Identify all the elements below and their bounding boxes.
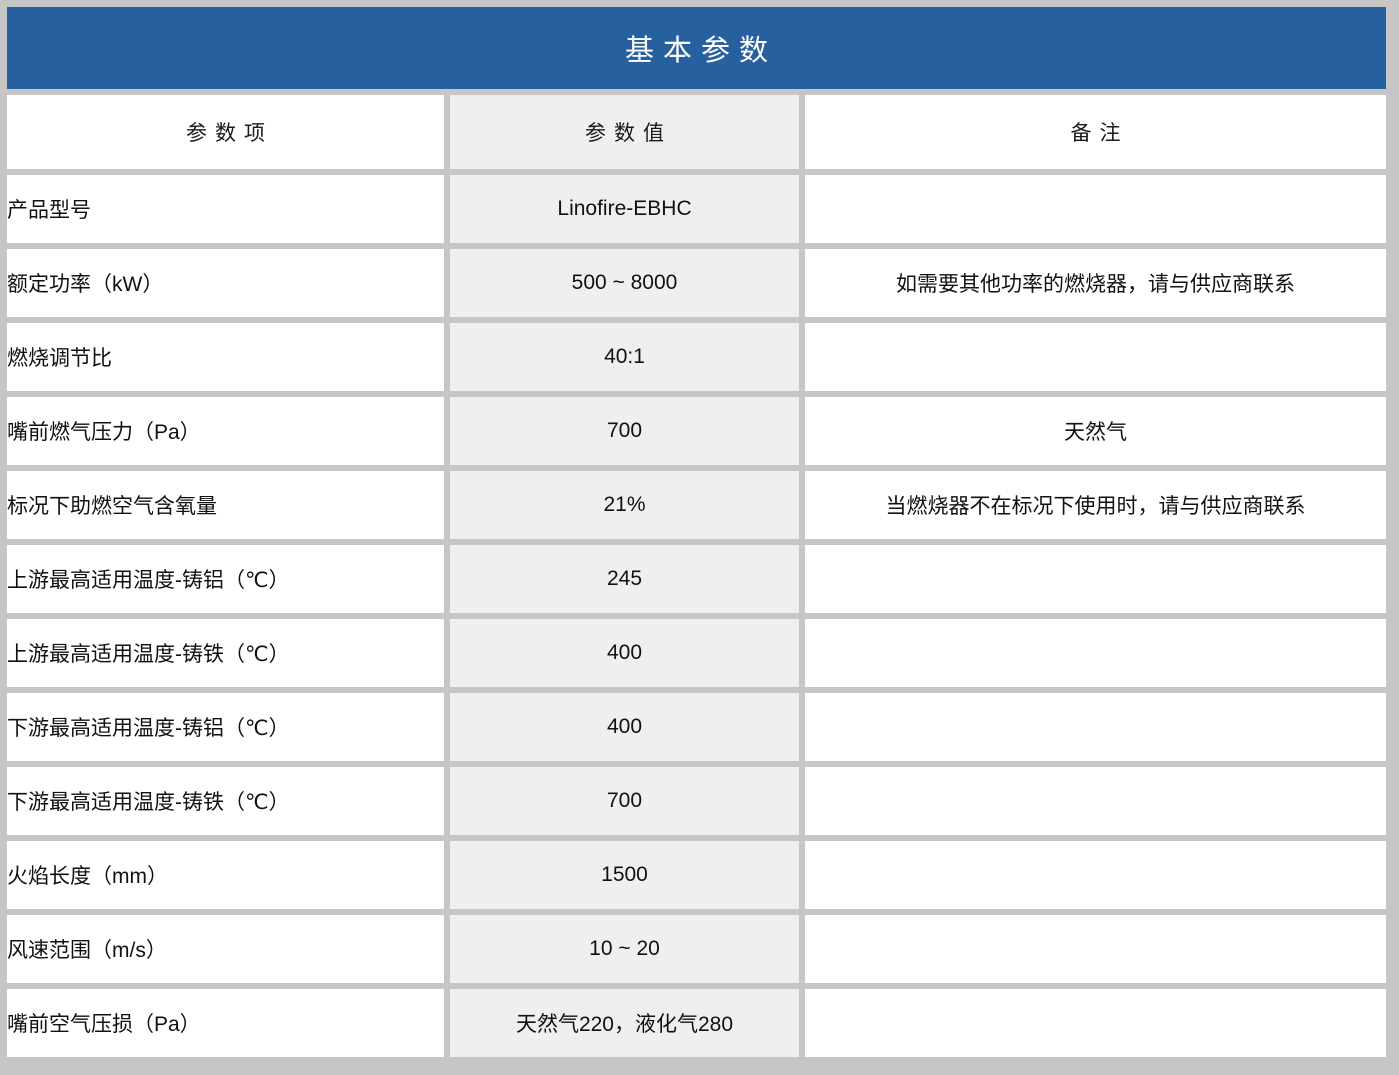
table-row: 上游最高适用温度-铸铁（℃） 400 — [7, 619, 1386, 687]
table-row: 嘴前燃气压力（Pa） 700 天然气 — [7, 397, 1386, 465]
table-row: 额定功率（kW） 500 ~ 8000 如需要其他功率的燃烧器，请与供应商联系 — [7, 249, 1386, 317]
row-item-label: 火焰长度（mm） — [7, 841, 444, 909]
column-header-value: 参数值 — [450, 95, 799, 169]
table-row: 风速范围（m/s） 10 ~ 20 — [7, 915, 1386, 983]
table-row: 产品型号 Linofire-EBHC — [7, 175, 1386, 243]
row-value: Linofire-EBHC — [450, 175, 799, 243]
row-item-label: 嘴前空气压损（Pa） — [7, 989, 444, 1057]
row-remark — [805, 989, 1386, 1057]
row-remark — [805, 175, 1386, 243]
table-row: 下游最高适用温度-铸铝（℃） 400 — [7, 693, 1386, 761]
table-row: 上游最高适用温度-铸铝（℃） 245 — [7, 545, 1386, 613]
row-value: 700 — [450, 767, 799, 835]
row-item-label: 标况下助燃空气含氧量 — [7, 471, 444, 539]
row-item-label: 嘴前燃气压力（Pa） — [7, 397, 444, 465]
row-value: 10 ~ 20 — [450, 915, 799, 983]
row-value: 21% — [450, 471, 799, 539]
row-remark — [805, 693, 1386, 761]
column-header-row: 参数项 参数值 备注 — [7, 95, 1386, 169]
row-value: 天然气220，液化气280 — [450, 989, 799, 1057]
row-item-label: 风速范围（m/s） — [7, 915, 444, 983]
row-remark: 如需要其他功率的燃烧器，请与供应商联系 — [805, 249, 1386, 317]
row-item-label: 产品型号 — [7, 175, 444, 243]
column-header-remark: 备注 — [805, 95, 1386, 169]
table-title: 基本参数 — [7, 7, 1386, 89]
row-value: 700 — [450, 397, 799, 465]
row-value: 500 ~ 8000 — [450, 249, 799, 317]
table-body: 基本参数 参数项 参数值 备注 产品型号 Linofire-EBHC 额定功率（… — [7, 7, 1386, 1057]
row-remark — [805, 545, 1386, 613]
table-row: 燃烧调节比 40:1 — [7, 323, 1386, 391]
row-remark — [805, 841, 1386, 909]
row-remark — [805, 915, 1386, 983]
title-row: 基本参数 — [7, 7, 1386, 89]
row-value: 400 — [450, 619, 799, 687]
row-item-label: 上游最高适用温度-铸铁（℃） — [7, 619, 444, 687]
column-header-item: 参数项 — [7, 95, 444, 169]
row-value: 400 — [450, 693, 799, 761]
row-value: 1500 — [450, 841, 799, 909]
table-row: 下游最高适用温度-铸铁（℃） 700 — [7, 767, 1386, 835]
table-row: 嘴前空气压损（Pa） 天然气220，液化气280 — [7, 989, 1386, 1057]
row-item-label: 额定功率（kW） — [7, 249, 444, 317]
row-remark — [805, 767, 1386, 835]
row-item-label: 燃烧调节比 — [7, 323, 444, 391]
row-remark — [805, 619, 1386, 687]
row-value: 245 — [450, 545, 799, 613]
row-value: 40:1 — [450, 323, 799, 391]
table-row: 标况下助燃空气含氧量 21% 当燃烧器不在标况下使用时，请与供应商联系 — [7, 471, 1386, 539]
table-row: 火焰长度（mm） 1500 — [7, 841, 1386, 909]
row-item-label: 上游最高适用温度-铸铝（℃） — [7, 545, 444, 613]
row-remark: 天然气 — [805, 397, 1386, 465]
row-remark: 当燃烧器不在标况下使用时，请与供应商联系 — [805, 471, 1386, 539]
row-item-label: 下游最高适用温度-铸铝（℃） — [7, 693, 444, 761]
row-item-label: 下游最高适用温度-铸铁（℃） — [7, 767, 444, 835]
row-remark — [805, 323, 1386, 391]
